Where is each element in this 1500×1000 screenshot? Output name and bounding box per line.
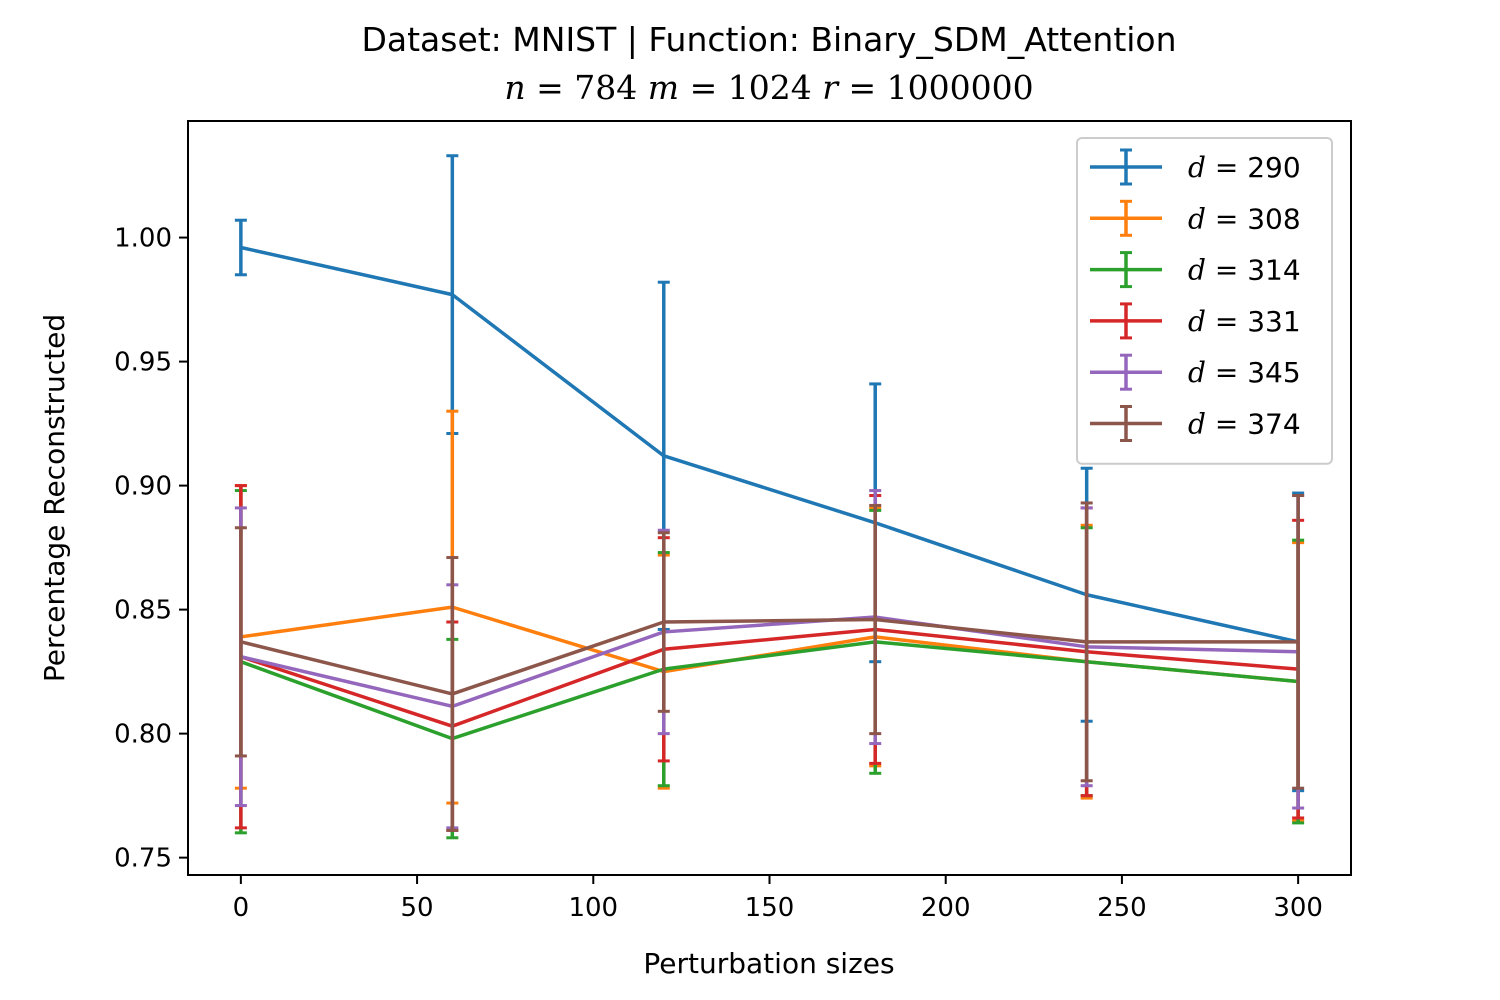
x-axis: 0 50 100 150 200 250 300 — [233, 875, 1323, 923]
series-3 — [234, 489, 1305, 840]
chart-subtitle: n = 784 m = 1024 r = 1000000 — [504, 68, 1033, 107]
series-line — [240, 617, 1299, 696]
x-tick-label: 0 — [233, 893, 250, 923]
legend-item: d = 374 — [1090, 405, 1301, 442]
x-tick-label: 150 — [745, 893, 795, 923]
x-tick-label: 300 — [1273, 893, 1323, 923]
legend-item: d = 314 — [1090, 251, 1301, 289]
y-axis-label: Percentage Reconstructed — [38, 314, 71, 682]
x-tick-label: 250 — [1097, 893, 1147, 923]
x-axis-label: Perturbation sizes — [643, 947, 894, 980]
x-tick-label: 50 — [401, 893, 434, 923]
x-tick-label: 100 — [568, 893, 618, 923]
series-6 — [234, 494, 1305, 832]
legend-label: d = 308 — [1188, 202, 1301, 235]
legend-label: d = 345 — [1188, 356, 1301, 389]
legend-item: d = 345 — [1090, 353, 1301, 391]
y-tick-label: 1.00 — [114, 224, 172, 254]
legend-label: d = 374 — [1188, 408, 1301, 441]
legend-label: d = 290 — [1188, 151, 1301, 184]
chart-title: Dataset: MNIST | Function: Binary_SDM_At… — [361, 20, 1176, 59]
legend-label: d = 331 — [1188, 305, 1301, 338]
x-tick-label: 200 — [921, 893, 971, 923]
series-5 — [234, 489, 1305, 830]
legend-item: d = 331 — [1090, 302, 1301, 340]
y-tick-label: 0.95 — [114, 348, 172, 378]
series-line — [240, 615, 1299, 709]
series-line — [240, 605, 1299, 684]
y-axis: 0.75 0.80 0.85 0.90 0.95 1.00 — [114, 224, 188, 874]
legend-item: d = 290 — [1090, 148, 1301, 186]
y-tick-label: 0.75 — [114, 844, 172, 874]
y-tick-label: 0.90 — [114, 472, 172, 502]
series-line — [240, 640, 1299, 741]
series-4 — [234, 484, 1305, 832]
y-tick-label: 0.80 — [114, 720, 172, 750]
plot-area — [234, 154, 1305, 840]
series-line — [240, 627, 1299, 728]
series-line — [240, 245, 1299, 644]
legend-item: d = 308 — [1090, 199, 1301, 237]
series-2 — [234, 409, 1305, 822]
legend-label: d = 314 — [1188, 254, 1301, 287]
legend: d = 290 d = 308 d = 314 d = 331 d = 345 d = 3… — [1076, 137, 1333, 465]
y-tick-label: 0.85 — [114, 596, 172, 626]
